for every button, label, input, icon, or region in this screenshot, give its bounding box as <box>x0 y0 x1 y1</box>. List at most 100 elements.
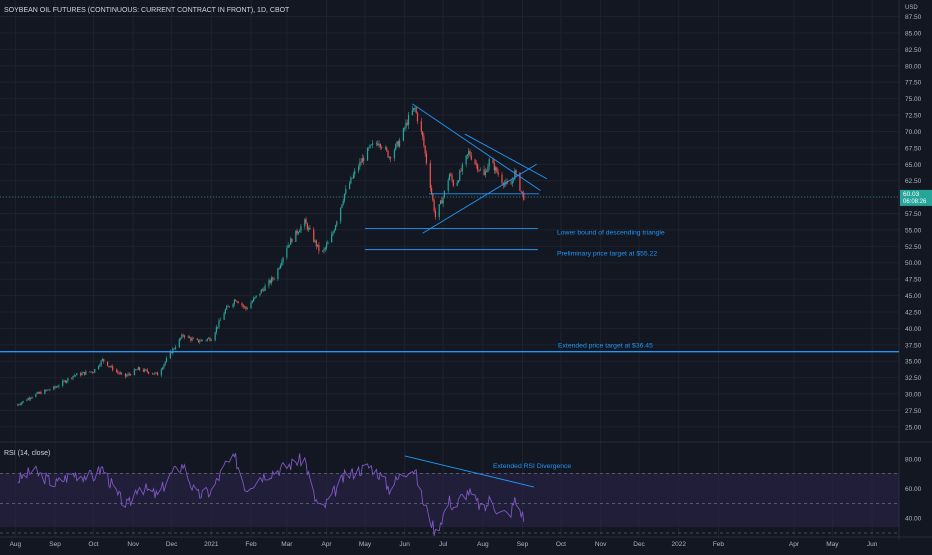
candle-body <box>200 339 202 342</box>
candle-body <box>433 200 435 212</box>
candle-body <box>224 309 226 314</box>
candle-body <box>300 226 302 231</box>
candle-body <box>214 332 216 341</box>
current-price-value: 60.03 <box>903 191 920 198</box>
candle-body <box>415 107 417 113</box>
candle-body <box>308 228 310 230</box>
candle-body <box>232 303 234 308</box>
rsi-tick-label: 60.00 <box>905 486 922 493</box>
candle-body <box>108 365 110 367</box>
candle-body <box>39 392 41 394</box>
candle-body <box>425 153 428 164</box>
candle-body <box>71 378 73 379</box>
candle-body <box>243 306 246 308</box>
candle-body <box>217 326 219 328</box>
candle-body <box>413 108 415 111</box>
candle-body <box>492 159 494 164</box>
candle-body <box>282 257 284 263</box>
candle-body <box>263 289 265 291</box>
candle-body <box>209 338 211 341</box>
rsi-tick-label: 40.00 <box>905 516 922 523</box>
candle-body <box>76 373 78 376</box>
candle-body <box>277 268 279 279</box>
candle-body <box>144 369 146 372</box>
candle-body <box>81 373 83 376</box>
candle-body <box>118 372 120 374</box>
candle-body <box>109 366 111 367</box>
candle-body <box>46 389 48 391</box>
candle-body <box>411 110 413 115</box>
candle-body <box>62 380 64 386</box>
trend-line[interactable] <box>464 133 548 180</box>
candle-body <box>327 242 329 245</box>
candle-body <box>306 223 308 230</box>
price-tick-label: 85.00 <box>905 30 922 37</box>
candle-body <box>511 180 513 185</box>
candle-body <box>162 367 164 370</box>
trend-line[interactable] <box>412 103 541 191</box>
candle-body <box>468 151 470 155</box>
candle-body <box>90 371 92 373</box>
candle-body <box>305 219 307 224</box>
rsi-divergence-line[interactable] <box>404 455 535 488</box>
candle-body <box>205 340 207 341</box>
candle-body <box>378 144 380 146</box>
candle-body <box>461 164 463 172</box>
candle-body <box>323 249 325 252</box>
price-tick-label: 30.00 <box>905 392 922 399</box>
time-tick-label: Jul <box>439 541 448 548</box>
candle-body <box>156 372 159 376</box>
candle-body <box>388 157 390 158</box>
candle-body <box>366 148 369 161</box>
candle-body <box>219 319 221 321</box>
candle-body <box>251 301 253 303</box>
candle-body <box>483 169 485 176</box>
candle-body <box>497 172 499 175</box>
candle-body <box>22 400 24 403</box>
candle-body <box>128 373 130 375</box>
candle-body <box>63 380 65 382</box>
candle-body <box>459 170 461 181</box>
candles <box>17 106 525 407</box>
candle-body <box>397 141 399 147</box>
candle-body <box>402 128 404 141</box>
trend-line[interactable] <box>422 163 537 234</box>
candle-body <box>442 197 444 204</box>
candle-body <box>354 170 356 175</box>
candle-body <box>466 154 469 156</box>
candle-body <box>286 247 288 258</box>
candle-body <box>495 167 497 171</box>
candle-body <box>127 373 129 376</box>
candle-body <box>138 367 141 370</box>
candle-body <box>406 122 408 125</box>
candle-body <box>19 404 22 405</box>
candle-body <box>91 371 93 373</box>
price-tick-label: 80.00 <box>905 63 922 70</box>
candle-body <box>322 250 324 252</box>
candle-body <box>297 232 299 234</box>
candle-body <box>245 306 247 309</box>
currency-label[interactable]: USD <box>905 5 918 11</box>
candle-body <box>57 386 59 388</box>
candle-body <box>456 182 458 186</box>
candle-body <box>486 171 488 173</box>
drawing-lines[interactable] <box>0 103 899 353</box>
candle-body <box>405 122 407 129</box>
candle-body <box>190 337 192 341</box>
candle-body <box>342 200 344 205</box>
candle-body <box>254 297 256 299</box>
price-tick-label: 62.50 <box>905 178 922 185</box>
candle-body <box>210 340 212 341</box>
candle-body <box>179 338 182 340</box>
candle-body <box>273 278 275 280</box>
candle-body <box>169 351 171 359</box>
candle-body <box>37 392 40 394</box>
time-axis[interactable]: Aug Sep Oct Nov Dec 2021 Feb Mar Apr May Jun Jul Aug… <box>10 541 878 548</box>
candle-body <box>30 398 32 400</box>
candle-body <box>252 298 255 302</box>
price-tick-label: 82.50 <box>905 47 922 54</box>
annotation-rsi-divergence: Extended RSI Divergence <box>493 463 571 470</box>
candle-body <box>291 238 293 242</box>
candle-body <box>31 397 33 399</box>
